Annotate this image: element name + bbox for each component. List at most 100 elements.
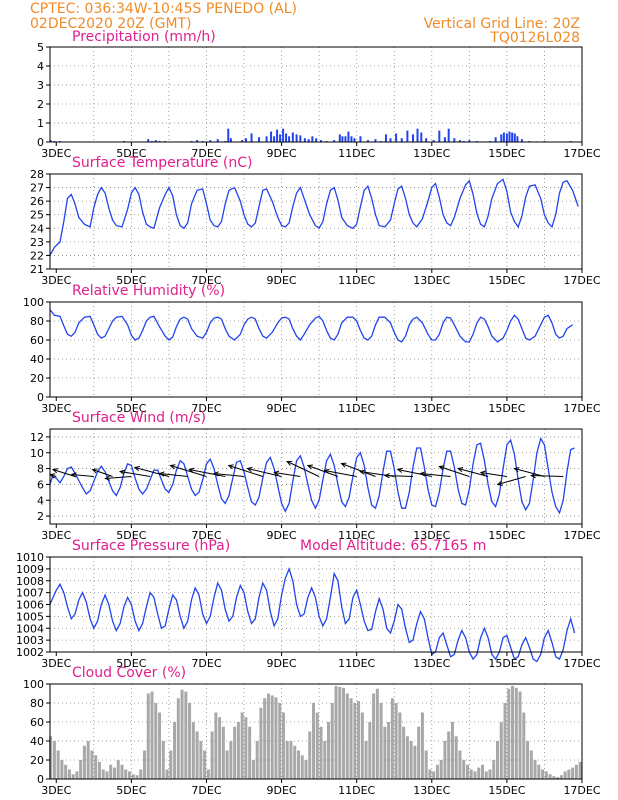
wind-arrow [52,469,76,477]
data-bar [416,128,419,142]
y-tick-label: 0 [37,773,44,786]
data-bar [465,764,469,779]
y-tick-label: 26 [30,195,44,208]
data-bar [548,774,552,779]
station-title: CPTEC: 036:34W-10:45S PENEDO (AL) [30,1,297,17]
data-bar [342,687,346,779]
panel-title: Precipitation (mm/h) [72,29,216,45]
wind-arrow-head [158,471,165,477]
data-bar [345,693,349,779]
data-bar [330,703,334,779]
y-tick-label: 10 [30,447,44,460]
data-bar [443,741,447,779]
data-bar [349,698,353,779]
y-tick-label: 1005 [16,610,44,623]
data-bar [307,139,310,142]
x-tick-label: 7DEC [191,274,221,287]
y-tick-label: 60 [30,334,44,347]
data-bar [341,136,344,142]
run-date: 02DEC2020 20Z (GMT) [30,16,192,32]
data-bar [398,712,402,779]
wind-arrow-head [340,462,347,468]
data-bar [49,736,53,779]
data-bar [233,726,237,779]
data-bar [413,745,417,779]
data-bar [154,703,158,779]
wind-arrow-head [396,467,403,473]
x-tick-label: 3DEC [41,147,71,160]
data-bar [209,140,212,142]
y-tick-label: 24 [30,222,44,235]
data-bar [425,138,428,142]
data-bar [60,760,64,779]
data-bar [529,750,533,779]
data-bar [64,764,68,779]
y-tick-label: 40 [30,735,44,748]
x-tick-label: 11DEC [338,147,375,160]
wind-arrow-head [323,468,330,474]
x-tick-label: 13DEC [413,402,450,415]
data-bar [86,741,90,779]
wind-arrow-head [513,467,520,473]
data-bar [225,750,229,779]
y-tick-label: 60 [30,716,44,729]
wind-arrow-head [104,475,111,481]
data-bar [360,712,364,779]
data-bar [503,703,507,779]
x-tick-label: 11DEC [338,274,375,287]
data-bar [424,750,428,779]
wind-arrow-head [169,464,176,470]
data-bar [334,685,338,779]
x-tick-label: 5DEC [116,529,146,542]
data-bar [507,688,511,779]
wind-arrow-head [496,480,503,486]
y-tick-label: 22 [30,249,44,262]
data-bar [364,741,368,779]
data-bar [390,698,394,779]
data-bar [311,703,315,779]
data-bar [353,703,357,779]
data-bar [218,717,222,779]
wind-arrow [105,476,132,479]
panel-frame [49,173,583,270]
wind-arrow-head [119,469,126,475]
data-bar [240,712,244,779]
data-bar [494,137,497,142]
wind-arrow-head [383,473,390,479]
data-bar [229,741,233,779]
y-tick-label: 4 [37,60,44,73]
data-bar [308,731,312,779]
data-bar [75,771,79,779]
data-bar [315,138,318,142]
data-bar [571,767,575,779]
wind-arrow [324,470,357,477]
wind-arrow [439,466,470,477]
data-bar [462,760,466,779]
data-bar [556,777,560,779]
data-bar [227,128,230,142]
data-bar [541,769,545,779]
y-tick-label: 8 [37,463,44,476]
wind-arrow [228,465,263,477]
data-bar [173,722,177,779]
x-tick-label: 3DEC [41,657,71,670]
y-tick-label: 2 [37,98,44,111]
data-bar [56,750,60,779]
data-bar [250,133,253,142]
data-bar [511,685,515,779]
data-bar [359,136,362,142]
y-tick-label: 100 [23,296,44,309]
x-tick-label: 9DEC [267,784,297,797]
y-tick-label: 3 [37,79,44,92]
x-tick-label: 5DEC [116,402,146,415]
wind-arrow-head [359,469,366,475]
x-tick-label: 5DEC [116,147,146,160]
data-bar [511,132,514,142]
x-tick-label: 17DEC [563,147,600,160]
data-bar [90,750,94,779]
x-tick-label: 5DEC [116,784,146,797]
data-bar [417,726,421,779]
wind-arrow-head [438,465,445,471]
wind-arrow [71,474,94,477]
y-tick-label: 40 [30,353,44,366]
